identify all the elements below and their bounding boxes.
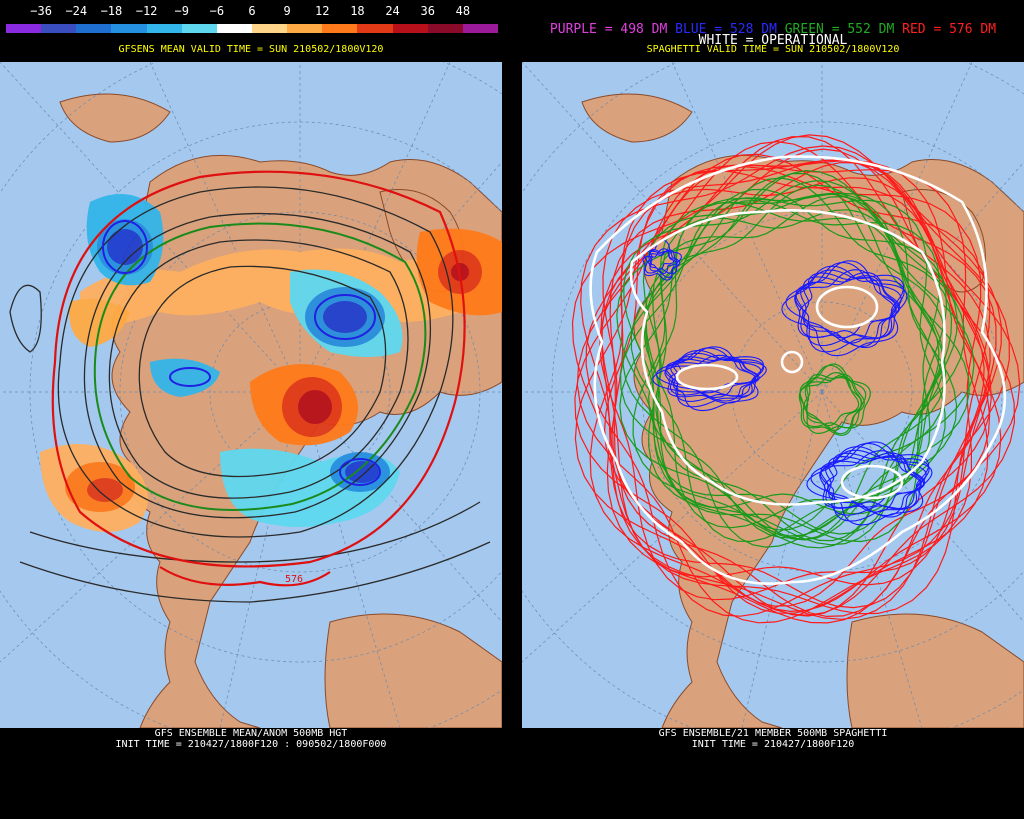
legend-label: −24: [65, 4, 88, 18]
key-entry: GREEN = 552 DM: [784, 22, 903, 37]
anomaly-map: 576: [0, 62, 502, 728]
legend-swatch: [76, 24, 112, 33]
legend-label: −6: [209, 4, 225, 18]
spaghetti-line: [806, 449, 930, 526]
legend-swatch: [111, 24, 148, 33]
contour-552: [93, 222, 427, 511]
anomaly-caption-init: INIT TIME = 210427/1800F120 : 090502/180…: [115, 739, 387, 750]
spaghetti-line: [665, 346, 762, 397]
legend-swatch: [252, 24, 288, 33]
spaghetti-line: [785, 265, 905, 353]
legend-label: 12: [315, 4, 330, 18]
operational-key: WHITE = OPERATIONAL: [698, 33, 848, 48]
contour-576: [51, 170, 466, 587]
spaghetti-line: [616, 169, 958, 543]
height-contours: [9, 186, 491, 603]
legend-swatch: [322, 24, 358, 33]
legend-swatch: [462, 24, 499, 33]
spaghetti-map: [522, 62, 1024, 728]
spaghetti-line: [600, 148, 985, 609]
spaghetti-color-key: PURPLE = 498 DM BLUE = 528 DM GREEN = 55…: [522, 22, 1024, 37]
legend-label: 9: [283, 4, 291, 18]
spaghetti-line: [612, 177, 992, 617]
spaghetti-line: [599, 140, 997, 601]
spaghetti-line: [571, 134, 1002, 615]
spaghetti-line: [652, 352, 764, 412]
spaghetti-line: [805, 375, 863, 432]
legend-label: 18: [350, 4, 365, 18]
spaghetti-576: [571, 134, 1021, 624]
legend-label: 6: [248, 4, 256, 18]
spaghetti-line: [648, 250, 678, 275]
spaghetti-line: [580, 145, 1010, 620]
spaghetti-line: [643, 239, 682, 275]
key-entry: RED = 576 DM: [902, 22, 997, 37]
spaghetti-caption-title: GFS ENSEMBLE/21 MEMBER 500MB SPAGHETTI: [658, 728, 888, 739]
spaghetti-line: [799, 364, 871, 435]
legend-swatch: [392, 24, 429, 33]
key-entry: BLUE = 528 DM: [675, 22, 785, 37]
legend-swatch: [357, 24, 394, 33]
spaghetti-line: [602, 159, 1021, 624]
legend-swatch: [287, 24, 323, 33]
spaghetti-line: [781, 269, 905, 357]
anomaly-valid-time: GFSENS MEAN VALID TIME = SUN 210502/1800…: [118, 44, 384, 55]
legend-swatch: [181, 24, 218, 33]
spaghetti-line: [589, 159, 1016, 616]
anomaly-caption-title: GFS ENSEMBLE MEAN/ANOM 500MB HGT: [154, 728, 348, 739]
spaghetti-line: [794, 269, 897, 349]
legend-swatch: [146, 24, 183, 33]
legend-swatch: [6, 24, 42, 33]
legend-label: −18: [100, 4, 123, 18]
spaghetti-line: [810, 446, 930, 522]
legend-swatch: [41, 24, 77, 33]
spaghetti-line: [630, 188, 948, 543]
legend-label: 36: [420, 4, 435, 18]
legend-swatch: [427, 24, 464, 33]
legend-label: −9: [174, 4, 189, 18]
legend-swatch: [216, 24, 253, 33]
spaghetti-line: [655, 209, 947, 541]
spaghetti-528: [642, 239, 933, 526]
legend-label: −12: [135, 4, 158, 18]
spaghetti-panel: PURPLE = 498 DM BLUE = 528 DM GREEN = 55…: [522, 0, 1024, 819]
spaghetti-line: [798, 371, 862, 436]
legend-label: −36: [30, 4, 52, 18]
operational-contours: [589, 155, 1007, 585]
spaghetti-caption-init: INIT TIME = 210427/1800F120: [691, 739, 855, 750]
key-entry: PURPLE = 498 DM: [549, 22, 676, 37]
spaghetti-line: [642, 248, 678, 281]
contour-label: 576: [285, 574, 303, 585]
legend-label: 48: [455, 4, 471, 18]
spaghetti-line: [794, 261, 908, 347]
legend-label: 24: [385, 4, 400, 18]
anomaly-panel: −36 −24 −18 −12 −9 −6 6 9 12 18 24 36 48 GFSENS MEAN…: [0, 0, 502, 819]
spaghetti-line: [644, 184, 940, 535]
spaghetti-line: [655, 349, 765, 408]
contour-528: [102, 220, 381, 486]
spaghetti-valid-time: SPAGHETTI VALID TIME = SUN 210502/1800V1…: [646, 44, 900, 55]
